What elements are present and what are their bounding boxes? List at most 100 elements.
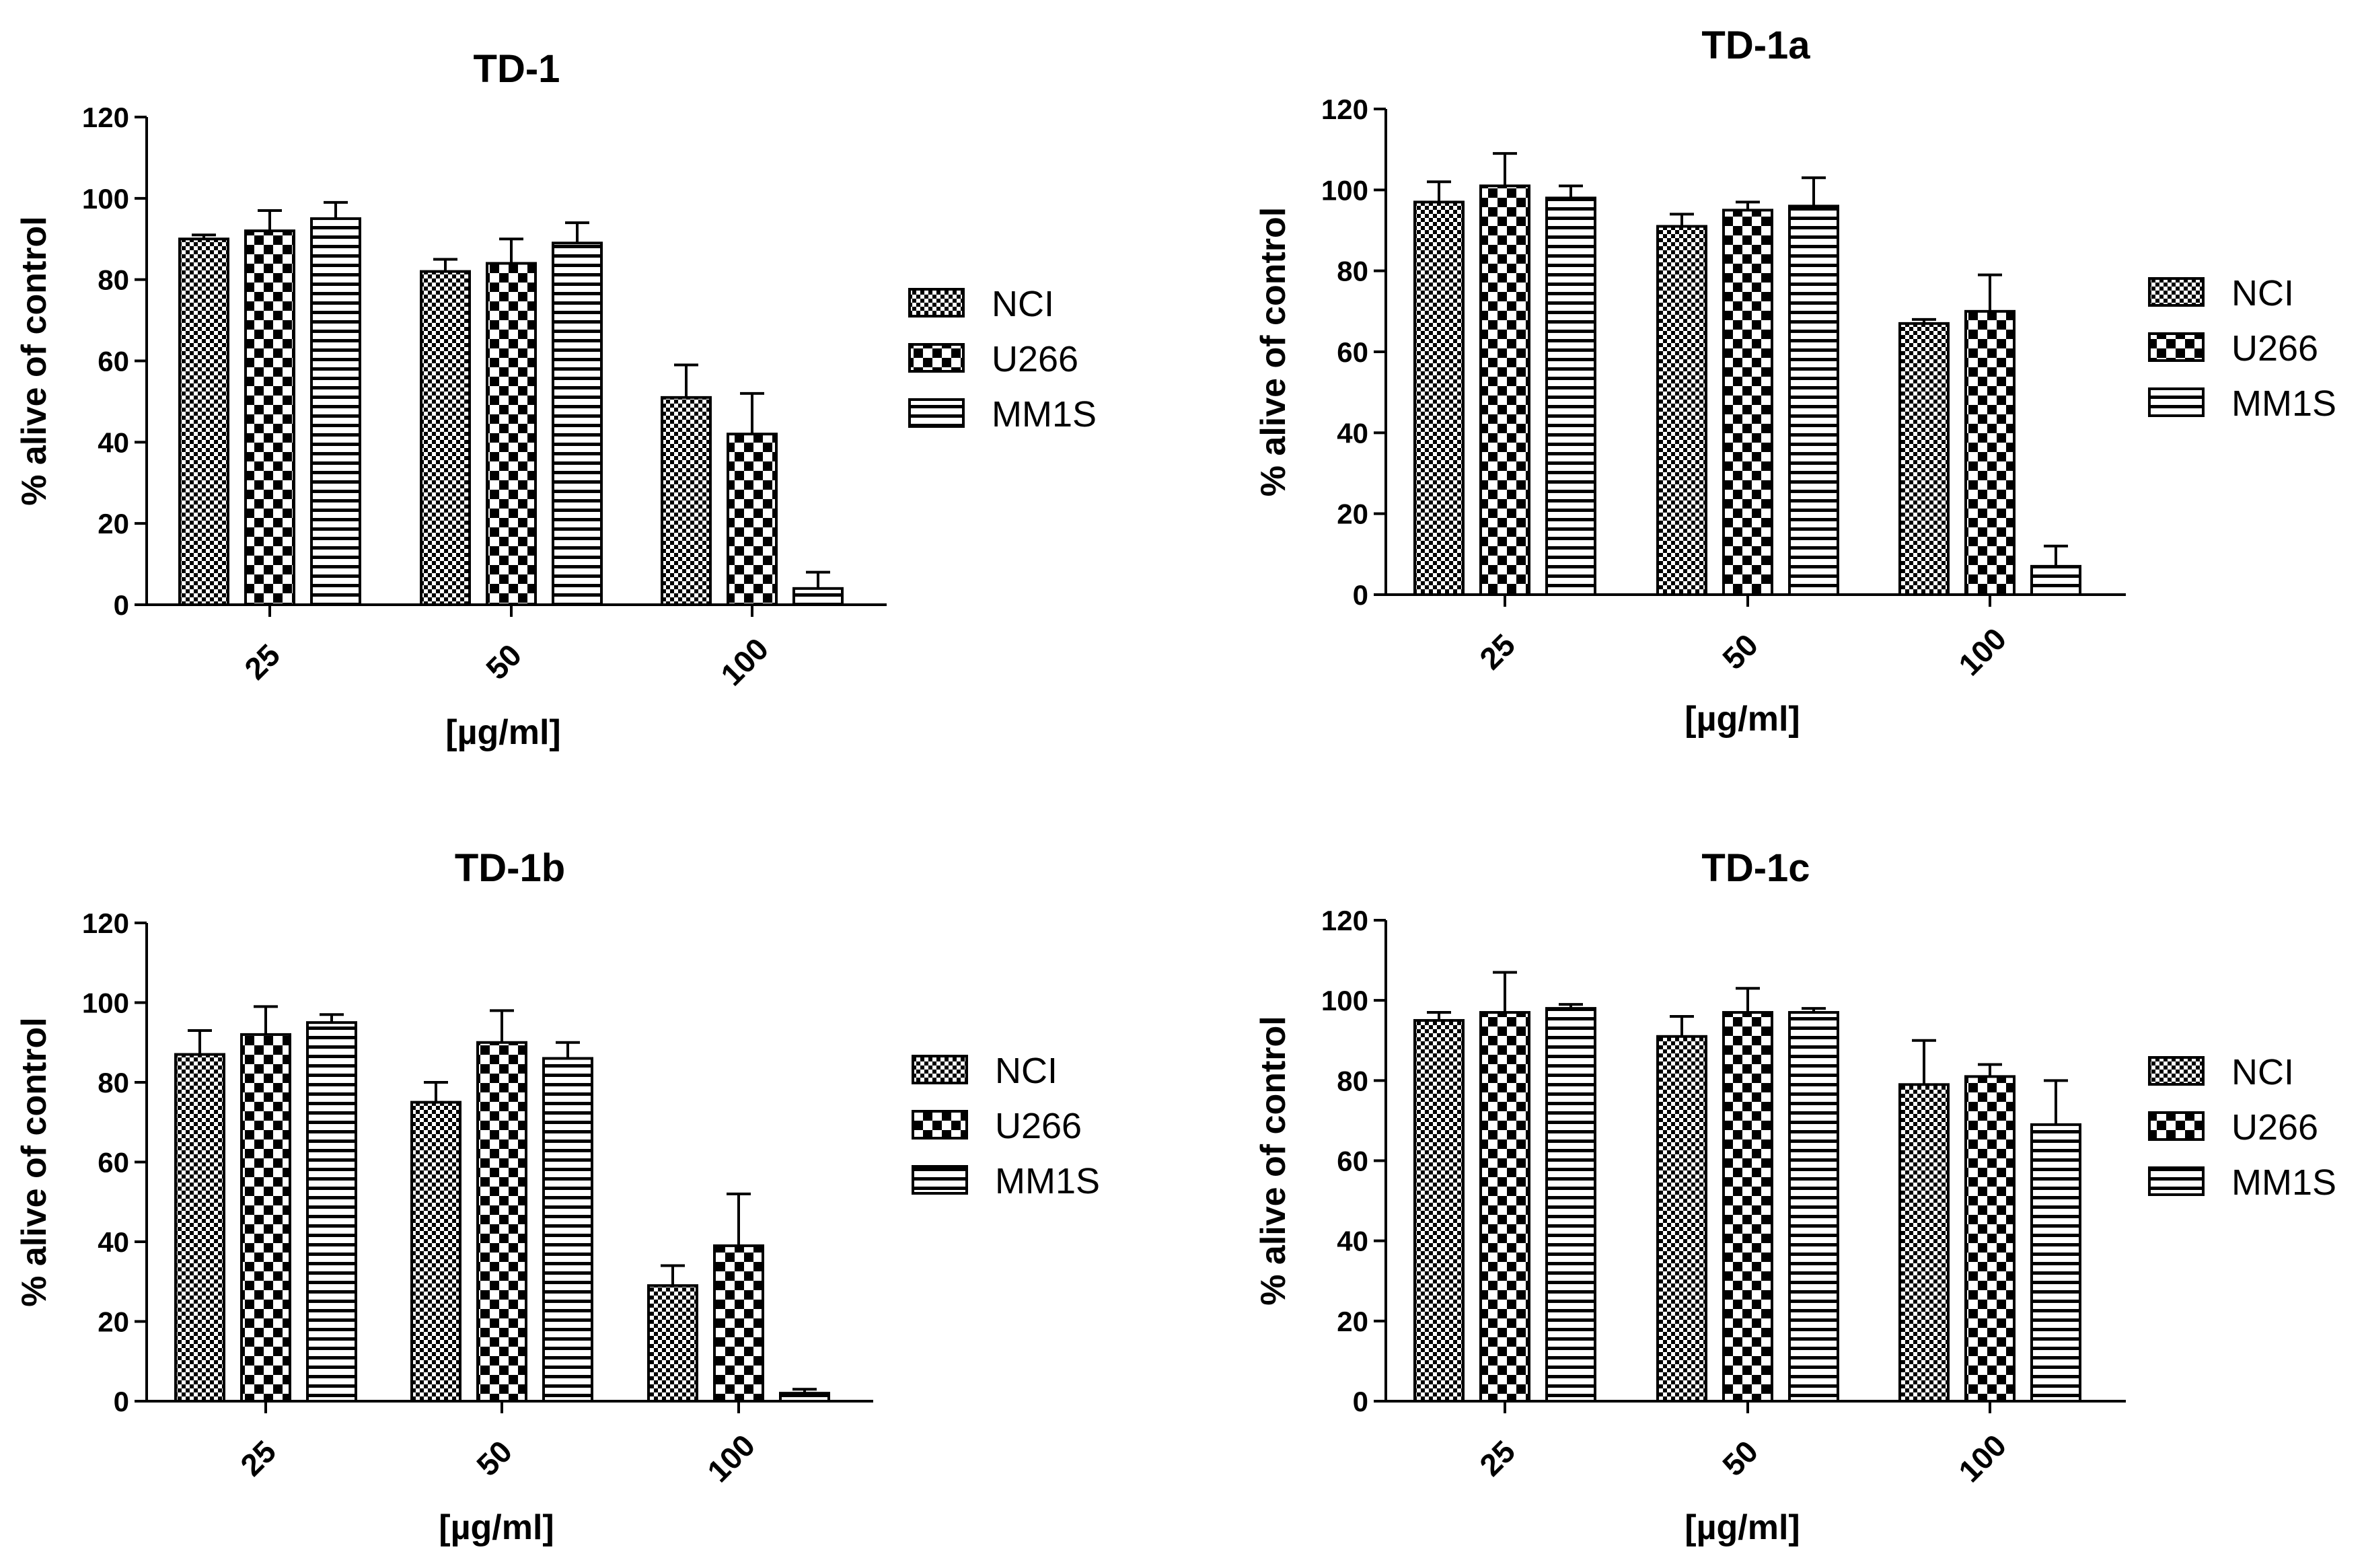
y-tick-label: 60 bbox=[1337, 1146, 1368, 1177]
y-tick-label: 80 bbox=[98, 264, 129, 296]
chart-title: TD-1c bbox=[1701, 846, 1810, 890]
bar-nci bbox=[661, 396, 712, 606]
bar-u266 bbox=[727, 433, 778, 606]
bar-mm1s bbox=[1545, 196, 1596, 597]
y-tick-label: 100 bbox=[82, 183, 129, 215]
bar-mm1s bbox=[552, 241, 603, 606]
x-tick-label: 25 bbox=[233, 1433, 283, 1483]
bar-mm1s bbox=[310, 217, 361, 606]
legend: NCI U266 MM1S bbox=[908, 284, 1097, 435]
bar-u266 bbox=[240, 1033, 291, 1403]
chart-panel: TD-1c 0 20 40 60 80 100 120 % alive of control 25… bbox=[1254, 846, 2336, 1547]
x-tick-label: 100 bbox=[1952, 1427, 2013, 1489]
y-tick-label: 20 bbox=[98, 508, 129, 539]
bar-nci bbox=[1898, 1083, 1950, 1403]
y-tick-label: 40 bbox=[98, 1226, 129, 1258]
bar-nci bbox=[647, 1284, 698, 1403]
y-tick-label: 120 bbox=[82, 907, 129, 939]
legend-swatch-mm1s bbox=[908, 398, 965, 428]
chart-title: TD-1b bbox=[455, 846, 565, 890]
y-tick-label: 0 bbox=[114, 1386, 129, 1417]
bar-u266 bbox=[486, 262, 537, 606]
x-tick-label: 25 bbox=[237, 637, 287, 686]
y-tick-label: 60 bbox=[98, 1147, 129, 1179]
x-axis-label: [µg/ml] bbox=[439, 1508, 554, 1547]
chart-panel: TD-1 0 20 40 60 80 100 120 % alive of control 25 5… bbox=[15, 47, 1097, 752]
y-tick-label: 60 bbox=[98, 346, 129, 377]
y-tick-label: 80 bbox=[1337, 1065, 1368, 1096]
x-axis-label: [µg/ml] bbox=[1685, 1508, 1800, 1547]
bar-mm1s bbox=[2030, 1123, 2081, 1403]
bar-mm1s bbox=[1788, 204, 1839, 596]
y-tick-label: 0 bbox=[1353, 579, 1368, 611]
x-tick-label: 50 bbox=[1715, 627, 1765, 676]
y-axis-label: % alive of control bbox=[15, 1017, 54, 1307]
bar-nci bbox=[1413, 200, 1465, 596]
bar-u266 bbox=[713, 1244, 764, 1403]
chart-title: TD-1 bbox=[474, 47, 560, 91]
legend-label: U266 bbox=[2231, 328, 2318, 369]
x-tick-label: 25 bbox=[1473, 1433, 1522, 1483]
y-tick-label: 100 bbox=[1321, 985, 1368, 1016]
legend-swatch-nci bbox=[2148, 277, 2205, 307]
bar-u266 bbox=[1964, 309, 2016, 596]
bar-nci bbox=[1413, 1018, 1465, 1403]
y-tick-label: 120 bbox=[1321, 94, 1368, 125]
bar-nci bbox=[174, 1053, 225, 1403]
legend-label: NCI bbox=[992, 284, 1054, 324]
bar-u266 bbox=[1479, 184, 1530, 597]
x-axis-label: [µg/ml] bbox=[1685, 700, 1800, 739]
y-tick-label: 40 bbox=[1337, 417, 1368, 449]
legend-label: NCI bbox=[2231, 273, 2294, 313]
legend-label: MM1S bbox=[995, 1161, 1100, 1201]
y-axis-label: % alive of control bbox=[1254, 207, 1293, 497]
y-tick-label: 20 bbox=[1337, 1306, 1368, 1337]
legend-label: U266 bbox=[2231, 1107, 2318, 1148]
bar-u266 bbox=[244, 229, 295, 606]
legend: NCI U266 MM1S bbox=[912, 1051, 1100, 1201]
x-tick-label: 100 bbox=[1952, 621, 2013, 682]
legend-swatch-mm1s bbox=[2148, 387, 2205, 417]
bar-nci bbox=[1656, 225, 1707, 596]
legend-label: U266 bbox=[992, 339, 1078, 379]
bar-u266 bbox=[1479, 1011, 1530, 1403]
legend-label: MM1S bbox=[992, 394, 1097, 435]
y-tick-label: 0 bbox=[114, 589, 129, 621]
legend-label: NCI bbox=[995, 1051, 1058, 1091]
y-axis-label: % alive of control bbox=[15, 216, 54, 506]
legend-swatch-u266 bbox=[908, 343, 965, 373]
legend-swatch-nci bbox=[908, 288, 965, 318]
legend-swatch-u266 bbox=[912, 1110, 968, 1140]
bar-u266 bbox=[1722, 209, 1773, 596]
bar-nci bbox=[1898, 322, 1950, 596]
bar-mm1s bbox=[306, 1021, 357, 1403]
x-tick-label: 25 bbox=[1473, 627, 1522, 676]
y-tick-label: 60 bbox=[1337, 336, 1368, 368]
legend-swatch-nci bbox=[912, 1055, 968, 1084]
bar-mm1s bbox=[779, 1392, 830, 1403]
y-tick-label: 100 bbox=[1321, 174, 1368, 206]
bar-mm1s bbox=[542, 1057, 593, 1403]
bar-mm1s bbox=[1788, 1011, 1839, 1403]
bar-u266 bbox=[1722, 1011, 1773, 1403]
x-tick-label: 50 bbox=[470, 1433, 519, 1483]
x-tick-label: 100 bbox=[714, 631, 775, 692]
y-tick-label: 20 bbox=[1337, 498, 1368, 530]
y-tick-label: 40 bbox=[98, 426, 129, 458]
legend-label: U266 bbox=[995, 1106, 1082, 1146]
y-tick-label: 0 bbox=[1353, 1386, 1368, 1417]
x-tick-label: 50 bbox=[1715, 1433, 1765, 1483]
bar-mm1s bbox=[792, 587, 844, 606]
legend-swatch-mm1s bbox=[912, 1165, 968, 1195]
legend-label: MM1S bbox=[2231, 383, 2336, 424]
bar-nci bbox=[178, 237, 229, 606]
legend-label: MM1S bbox=[2231, 1162, 2336, 1203]
y-tick-label: 80 bbox=[98, 1067, 129, 1098]
bar-nci bbox=[410, 1100, 461, 1403]
x-tick-label: 100 bbox=[700, 1427, 762, 1489]
x-axis-label: [µg/ml] bbox=[445, 713, 561, 752]
legend-swatch-u266 bbox=[2148, 332, 2205, 362]
y-axis-label: % alive of control bbox=[1254, 1016, 1293, 1306]
